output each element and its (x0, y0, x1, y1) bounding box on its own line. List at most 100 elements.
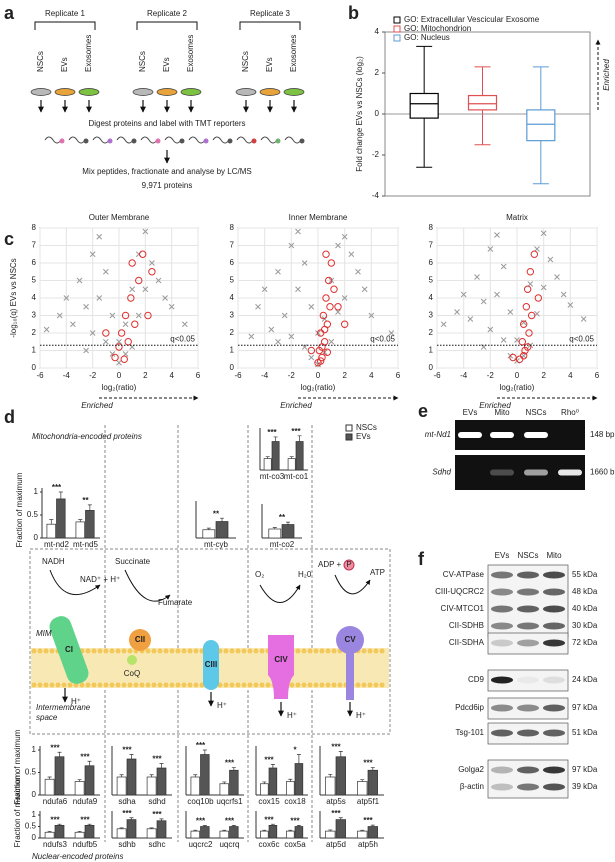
reporter (155, 138, 161, 144)
lipid (139, 682, 145, 688)
lipid (235, 648, 241, 654)
error-bar (338, 817, 343, 820)
significance: *** (196, 741, 206, 750)
x-tick-label: uqcrc2 (188, 840, 213, 849)
lipid (223, 648, 229, 654)
point (316, 357, 325, 365)
metabolite: NAD⁺ + H⁺ (80, 575, 120, 584)
blot-label: CIV-MTCO1 (440, 604, 484, 613)
x-tick-label: mt-co3 (260, 472, 285, 481)
threshold-label: q<0.05 (370, 334, 395, 343)
bar (200, 754, 210, 796)
point (540, 230, 547, 237)
significance: ** (82, 496, 89, 505)
blot-band (543, 571, 565, 579)
lipid (37, 682, 43, 688)
point (460, 291, 467, 298)
x-tick-label: -2 (487, 371, 495, 380)
point (129, 286, 136, 293)
x-tick-label: 0 (316, 371, 321, 380)
space-label: space (36, 713, 58, 722)
y-axis-label: Fraction of maximum (13, 772, 22, 847)
point (89, 251, 96, 258)
lipid (79, 682, 85, 688)
x-tick-label: coq10b (187, 797, 214, 806)
blot-band (517, 766, 539, 774)
bar (156, 820, 167, 839)
point (295, 228, 301, 235)
point (142, 286, 149, 293)
proton: H⁺ (356, 711, 366, 720)
gel-band (524, 469, 548, 476)
x-tick-label: cox15 (258, 797, 280, 806)
error-bar (288, 829, 293, 832)
y-tick-label: 1 (32, 810, 37, 819)
lipid (229, 648, 235, 654)
x-tick-label: cox6c (259, 840, 280, 849)
lipid (241, 682, 247, 688)
lipid (265, 682, 271, 688)
lipid (97, 682, 103, 688)
x-tick-label: cox5a (284, 840, 306, 849)
significance: *** (122, 809, 132, 818)
point (327, 259, 336, 267)
legend-swatch (345, 424, 353, 432)
significance: *** (264, 756, 274, 765)
y-tick-label: 6 (429, 258, 434, 267)
bar (219, 830, 229, 839)
significance: *** (52, 483, 62, 492)
point (320, 325, 329, 334)
complex-label: CIV (274, 655, 288, 664)
tube (235, 88, 257, 96)
error-bar (272, 527, 277, 529)
point (155, 277, 162, 284)
significance: *** (80, 815, 90, 824)
lipid (307, 682, 313, 688)
lipid (133, 682, 139, 688)
point (388, 330, 395, 336)
point (318, 353, 326, 362)
error-bar (231, 767, 236, 771)
significance: *** (196, 816, 206, 825)
bar (219, 783, 229, 796)
x-tick-label: 4 (568, 371, 573, 380)
reaction (49, 569, 101, 595)
point (301, 344, 308, 350)
sample-label: Exosomes (289, 35, 298, 72)
bar (46, 523, 56, 539)
point (467, 316, 474, 322)
point (135, 276, 143, 285)
lipid (103, 648, 109, 654)
point (76, 277, 83, 284)
point (111, 353, 119, 362)
bar (229, 769, 239, 796)
legend-label: GO: Nucleus (404, 33, 450, 42)
error-bar (297, 435, 302, 442)
point (328, 277, 335, 284)
blot-label: Golga2 (458, 765, 484, 774)
y-tick-label: -4 (372, 191, 380, 200)
chart-title: Inner Membrane (289, 213, 348, 222)
reaction (334, 574, 371, 595)
lipid (85, 648, 91, 654)
blot-band (491, 766, 513, 774)
error-bar (360, 829, 365, 832)
point (519, 352, 528, 360)
error-bar (286, 521, 290, 525)
lipid (85, 682, 91, 688)
space-label: Intermembrane (36, 703, 91, 712)
peptide (164, 136, 182, 144)
error-bar (220, 517, 224, 522)
lipid (175, 682, 181, 688)
peptide (92, 136, 110, 144)
x-axis-label: log₂(ratio) (500, 383, 535, 392)
significance: *** (122, 746, 132, 755)
blot-size: 40 kDa (572, 604, 598, 613)
lipid (127, 648, 133, 654)
lipid (301, 682, 307, 688)
blot-band (491, 639, 513, 647)
lipid (43, 648, 49, 654)
box (409, 92, 439, 119)
tube (156, 88, 178, 96)
point (96, 233, 103, 240)
